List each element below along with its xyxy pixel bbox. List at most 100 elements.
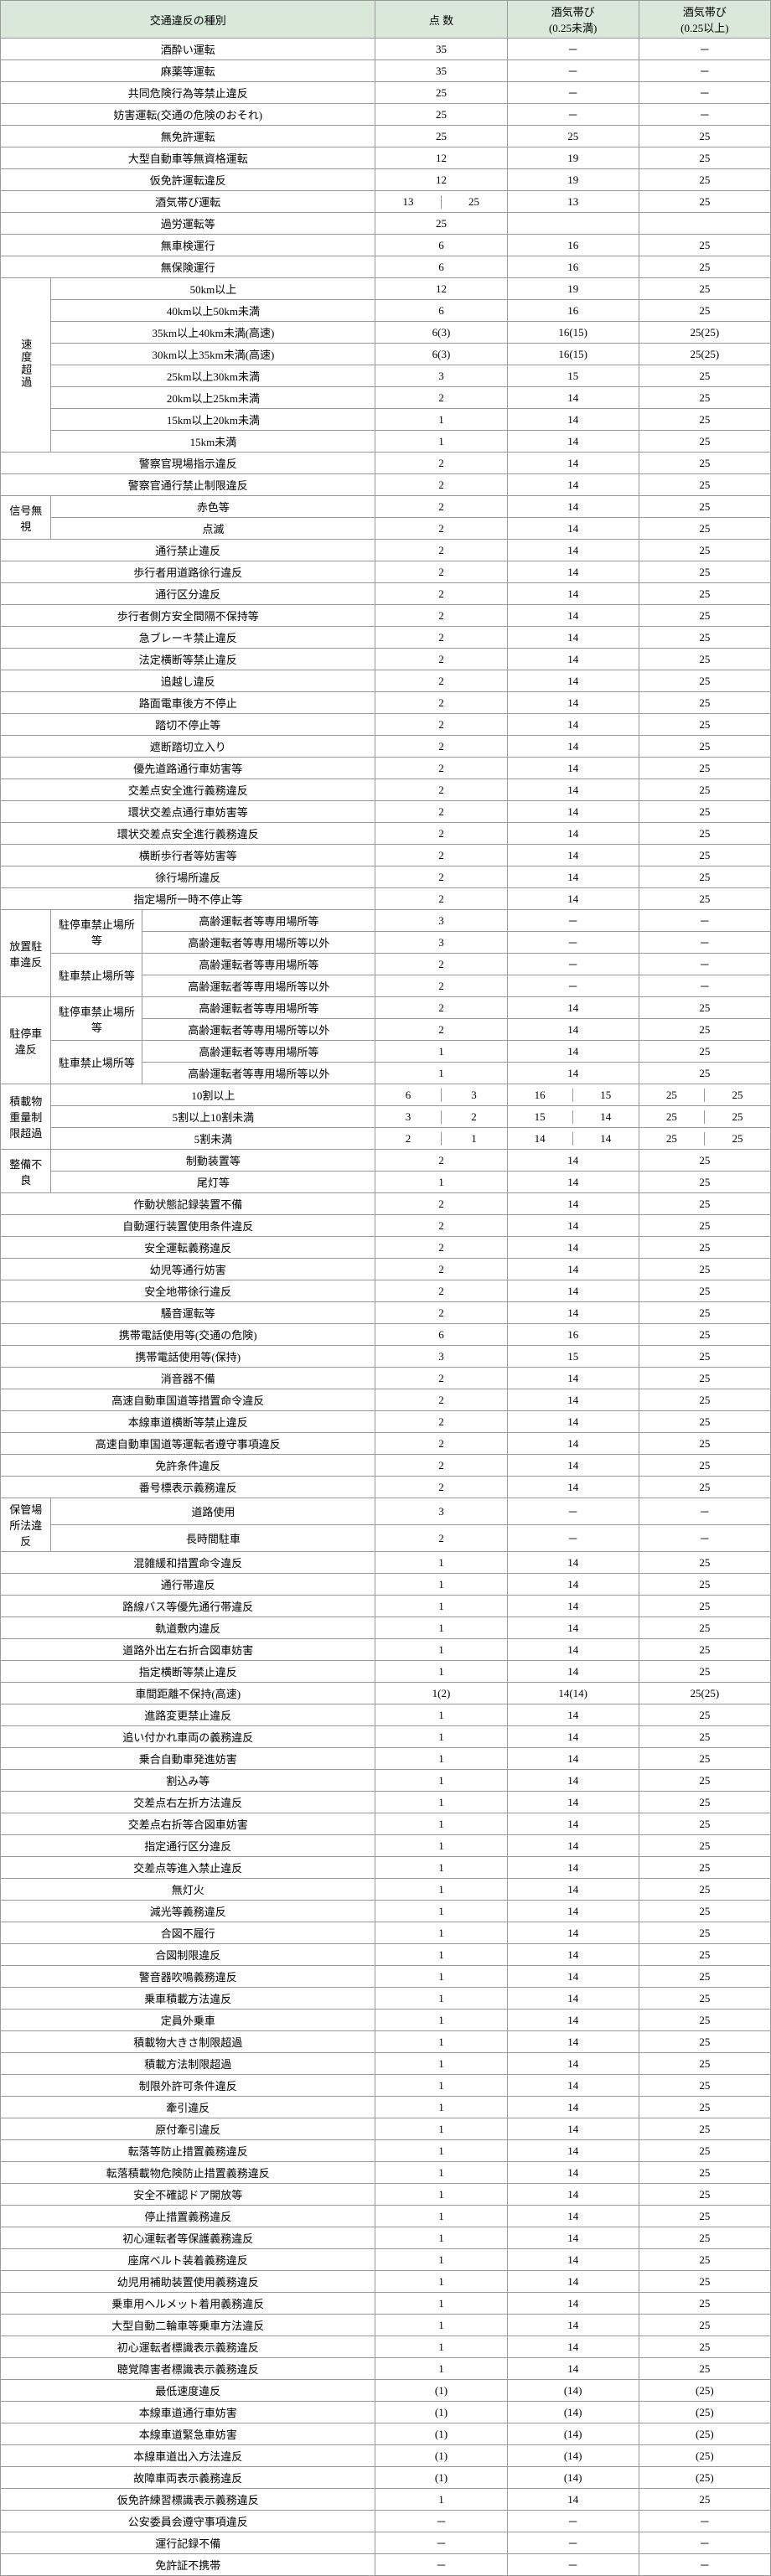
- cell: 2: [375, 997, 507, 1019]
- table-row: 信号無視赤色等21425: [1, 496, 771, 518]
- cell: 騒音運転等: [1, 1302, 375, 1324]
- cell: 2: [375, 866, 507, 888]
- cell: 25: [639, 1901, 770, 1922]
- table-row: 積載方法制限超過11425: [1, 2053, 771, 2075]
- cell: 歩行者側方安全間隔不保持等: [1, 605, 375, 627]
- cell: 2: [375, 1237, 507, 1259]
- cell: 交差点等進入禁止違反: [1, 1857, 375, 1879]
- cell: 本線車道緊急車妨害: [1, 2423, 375, 2445]
- cell: 1: [375, 1041, 507, 1063]
- cell: －: [639, 104, 770, 126]
- cell: 大型自動二輪車等乗車方法違反: [1, 2315, 375, 2336]
- cell: 25: [639, 1280, 770, 1302]
- cell: 25: [639, 2118, 770, 2140]
- cell: 14: [507, 1922, 639, 1944]
- cell: 1: [375, 2140, 507, 2162]
- cell: 25: [639, 126, 770, 147]
- cell: 通行帯違反: [1, 1574, 375, 1596]
- cell: 2: [375, 779, 507, 801]
- cell: －: [507, 2511, 639, 2532]
- cell: 25: [639, 605, 770, 627]
- cell: 14: [507, 2075, 639, 2097]
- cell: 1: [375, 1574, 507, 1596]
- cell: 2: [375, 1150, 507, 1172]
- table-row: 混雑緩和措置命令違反11425: [1, 1552, 771, 1574]
- cell-split: 32: [375, 1106, 507, 1128]
- cell: 14: [507, 1063, 639, 1084]
- cell: 25: [639, 1302, 770, 1324]
- cell: 14: [507, 583, 639, 605]
- cell-split: 1514: [507, 1106, 639, 1128]
- cell: 25: [639, 649, 770, 670]
- cell: 駐車禁止場所等: [51, 1041, 142, 1084]
- cell: 無灯火: [1, 1879, 375, 1901]
- cell: 1: [375, 2489, 507, 2511]
- cell: 50km以上: [51, 278, 375, 300]
- cell: 2: [375, 496, 507, 518]
- cell: 放置駐車違反: [1, 910, 51, 997]
- cell: 25: [639, 627, 770, 649]
- cell: 25: [639, 1639, 770, 1661]
- cell: 3: [375, 932, 507, 954]
- cell: 整備不良: [1, 1150, 51, 1193]
- cell: －: [375, 2511, 507, 2532]
- cell: 16(15): [507, 344, 639, 365]
- cell: 25: [639, 2271, 770, 2293]
- table-row: 乗車積載方法違反11425: [1, 1988, 771, 2010]
- cell: －: [639, 2511, 770, 2532]
- cell: 乗車用ヘルメット着用義務違反: [1, 2293, 375, 2315]
- cell: 14: [507, 2053, 639, 2075]
- cell: 高齢運転者等専用場所等以外: [142, 1019, 375, 1041]
- cell: 1(2): [375, 1683, 507, 1704]
- cell: 6: [375, 1324, 507, 1346]
- cell: 25: [375, 213, 507, 235]
- cell: 高齢運転者等専用場所等以外: [142, 975, 375, 997]
- table-row: 駐停車違反駐停車禁止場所等高齢運転者等専用場所等21425: [1, 997, 771, 1019]
- cell: (25): [639, 2402, 770, 2423]
- cell: 指定通行区分違反: [1, 1835, 375, 1857]
- table-body: 酒酔い運転35－－麻薬等運転35－－共同危険行為等禁止違反25－－妨害運転(交通…: [1, 39, 771, 2576]
- table-row: 大型自動二輪車等乗車方法違反11425: [1, 2315, 771, 2336]
- cell: 2: [375, 845, 507, 866]
- cell: 2: [375, 1280, 507, 1302]
- table-row: 高速自動車国道等措置命令違反21425: [1, 1389, 771, 1411]
- cell: 横断歩行者等妨害等: [1, 845, 375, 866]
- cell-split: 63: [375, 1084, 507, 1106]
- cell: 25: [639, 2053, 770, 2075]
- cell: 急ブレーキ禁止違反: [1, 627, 375, 649]
- table-row: 酒酔い運転35－－: [1, 39, 771, 60]
- table-row: 環状交差点安全進行義務違反21425: [1, 823, 771, 845]
- cell: 高齢運転者等専用場所等: [142, 1041, 375, 1063]
- cell: 25: [639, 1922, 770, 1944]
- cell: －: [639, 1498, 770, 1525]
- hdr-sake-lo: 酒気帯び(0.25未満): [507, 1, 639, 39]
- cell: 14: [507, 801, 639, 823]
- cell: 6: [375, 235, 507, 256]
- cell: －: [639, 975, 770, 997]
- cell: －: [507, 1498, 639, 1525]
- cell: 2: [375, 1411, 507, 1433]
- cell: 2: [375, 1433, 507, 1455]
- cell: 25: [639, 1477, 770, 1498]
- cell: 2: [375, 823, 507, 845]
- table-row: 保管場所法違反道路使用3－－: [1, 1498, 771, 1525]
- cell: 1: [375, 2075, 507, 2097]
- cell: 25: [639, 1237, 770, 1259]
- cell: 14: [507, 2097, 639, 2118]
- cell: 安全不確認ドア開放等: [1, 2184, 375, 2206]
- cell: 安全地帯徐行違反: [1, 1280, 375, 1302]
- cell: 25: [639, 561, 770, 583]
- cell: 14: [507, 2206, 639, 2227]
- cell: 20km以上25km未満: [51, 387, 375, 409]
- table-row: 本線車道緊急車妨害(1)(14)(25): [1, 2423, 771, 2445]
- cell: 1: [375, 1922, 507, 1944]
- cell: 酒気帯び運転: [1, 191, 375, 213]
- table-row: 指定通行区分違反11425: [1, 1835, 771, 1857]
- table-row: 高速自動車国道等運転者遵守事項違反21425: [1, 1433, 771, 1455]
- table-row: 制限外許可条件違反11425: [1, 2075, 771, 2097]
- table-row: 駐車禁止場所等高齢運転者等専用場所等2－－: [1, 954, 771, 975]
- cell-split: 2525: [639, 1106, 770, 1128]
- cell: 16(15): [507, 322, 639, 344]
- cell: 14: [507, 1944, 639, 1966]
- cell: 2: [375, 954, 507, 975]
